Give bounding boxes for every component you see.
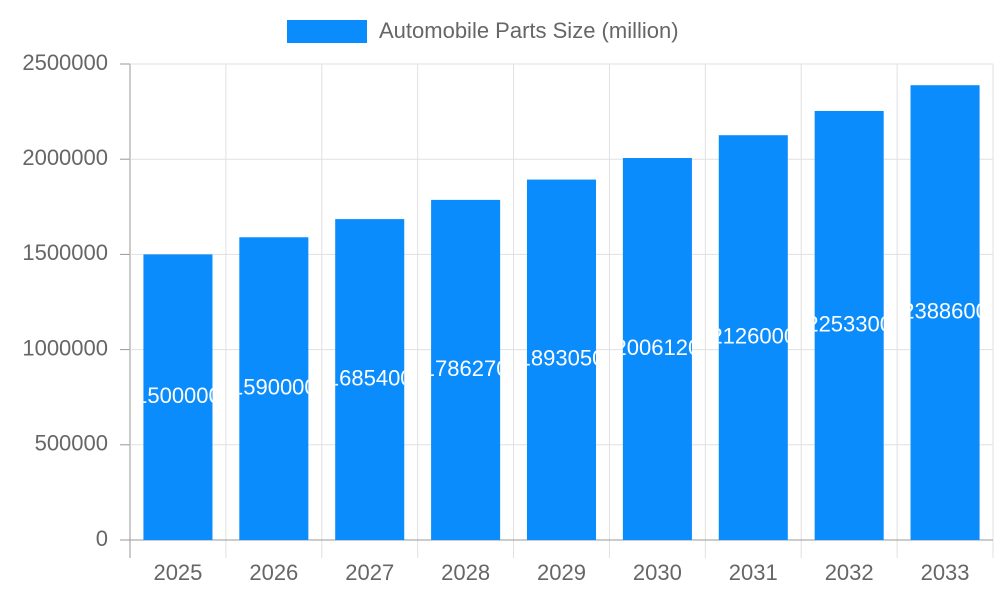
data-label: 1685400 xyxy=(327,365,413,390)
x-tick-label: 2030 xyxy=(633,560,682,585)
legend-label: Automobile Parts Size (million) xyxy=(379,18,679,43)
x-tick-label: 2025 xyxy=(153,560,202,585)
data-label: 1500000 xyxy=(135,383,221,408)
data-label: 2253300 xyxy=(806,311,892,336)
x-tick-label: 2033 xyxy=(921,560,970,585)
bar xyxy=(622,158,692,540)
bar xyxy=(814,110,884,540)
bar xyxy=(718,135,788,540)
bar xyxy=(143,254,213,540)
y-tick-label: 0 xyxy=(96,526,108,551)
x-tick-label: 2027 xyxy=(345,560,394,585)
y-tick-label: 1500000 xyxy=(22,240,108,265)
legend-swatch xyxy=(287,20,367,43)
data-label: 1590000 xyxy=(231,374,317,399)
bar xyxy=(431,199,501,540)
data-label: 2388600 xyxy=(902,298,988,323)
bar xyxy=(910,85,980,540)
x-tick-label: 2029 xyxy=(537,560,586,585)
x-tick-label: 2026 xyxy=(249,560,298,585)
data-label: 1786270 xyxy=(423,356,509,381)
x-tick-label: 2032 xyxy=(825,560,874,585)
data-label: 2126000 xyxy=(710,323,796,348)
bar xyxy=(335,219,405,540)
bar xyxy=(239,237,309,540)
x-tick-label: 2028 xyxy=(441,560,490,585)
data-label: 1893050 xyxy=(519,346,605,371)
y-tick-label: 500000 xyxy=(35,431,108,456)
y-tick-label: 1000000 xyxy=(22,335,108,360)
data-label: 2006120 xyxy=(615,335,701,360)
y-tick-label: 2000000 xyxy=(22,145,108,170)
y-tick-label: 2500000 xyxy=(22,50,108,75)
bar xyxy=(526,179,597,540)
x-tick-label: 2031 xyxy=(729,560,778,585)
